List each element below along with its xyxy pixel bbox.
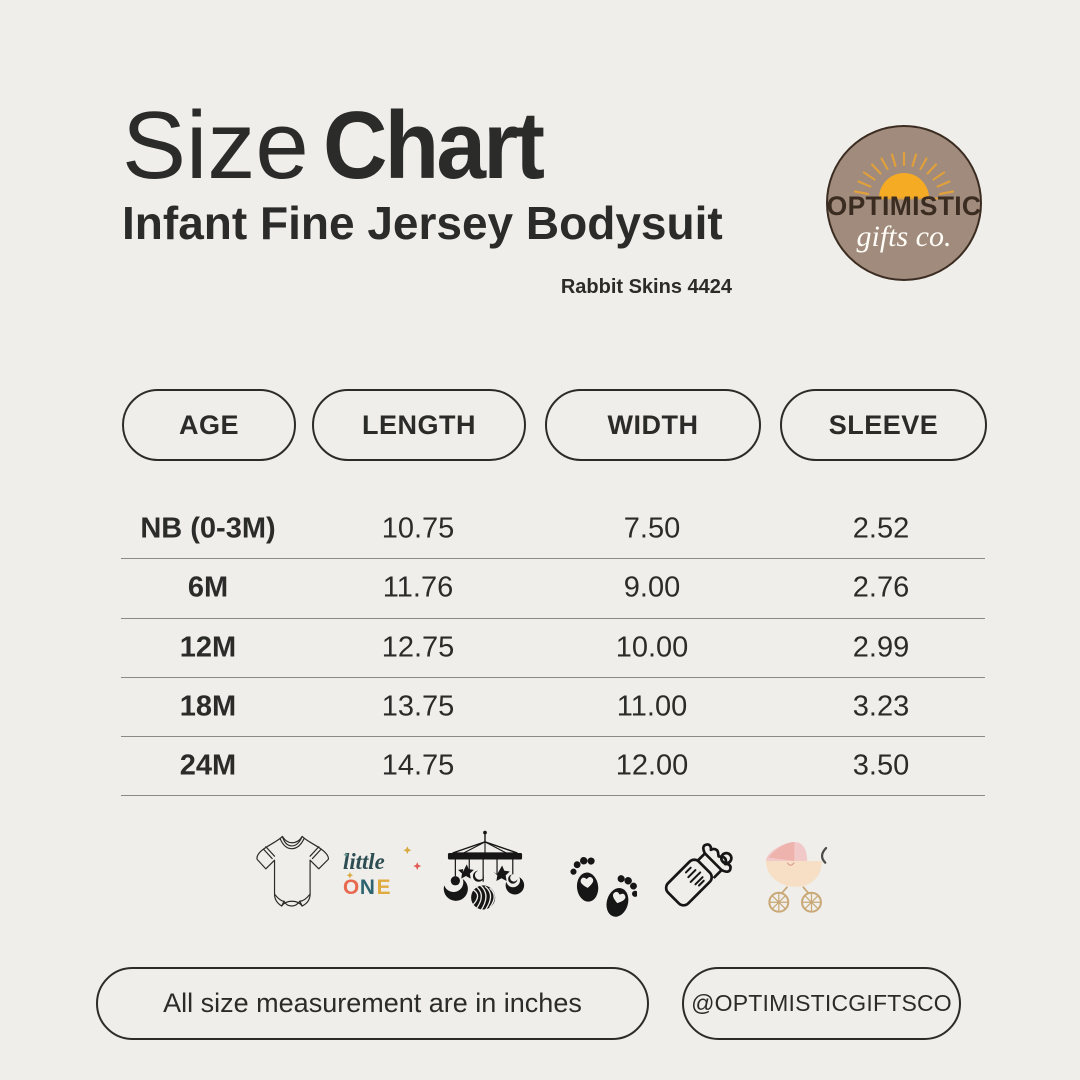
svg-text:OPTIMISTIC: OPTIMISTIC [827, 191, 982, 221]
svg-text:little: little [343, 849, 385, 874]
svg-text:gifts co.: gifts co. [857, 220, 952, 253]
svg-text:N: N [360, 876, 375, 899]
svg-text:E: E [377, 876, 391, 899]
svg-text:O: O [343, 876, 359, 899]
